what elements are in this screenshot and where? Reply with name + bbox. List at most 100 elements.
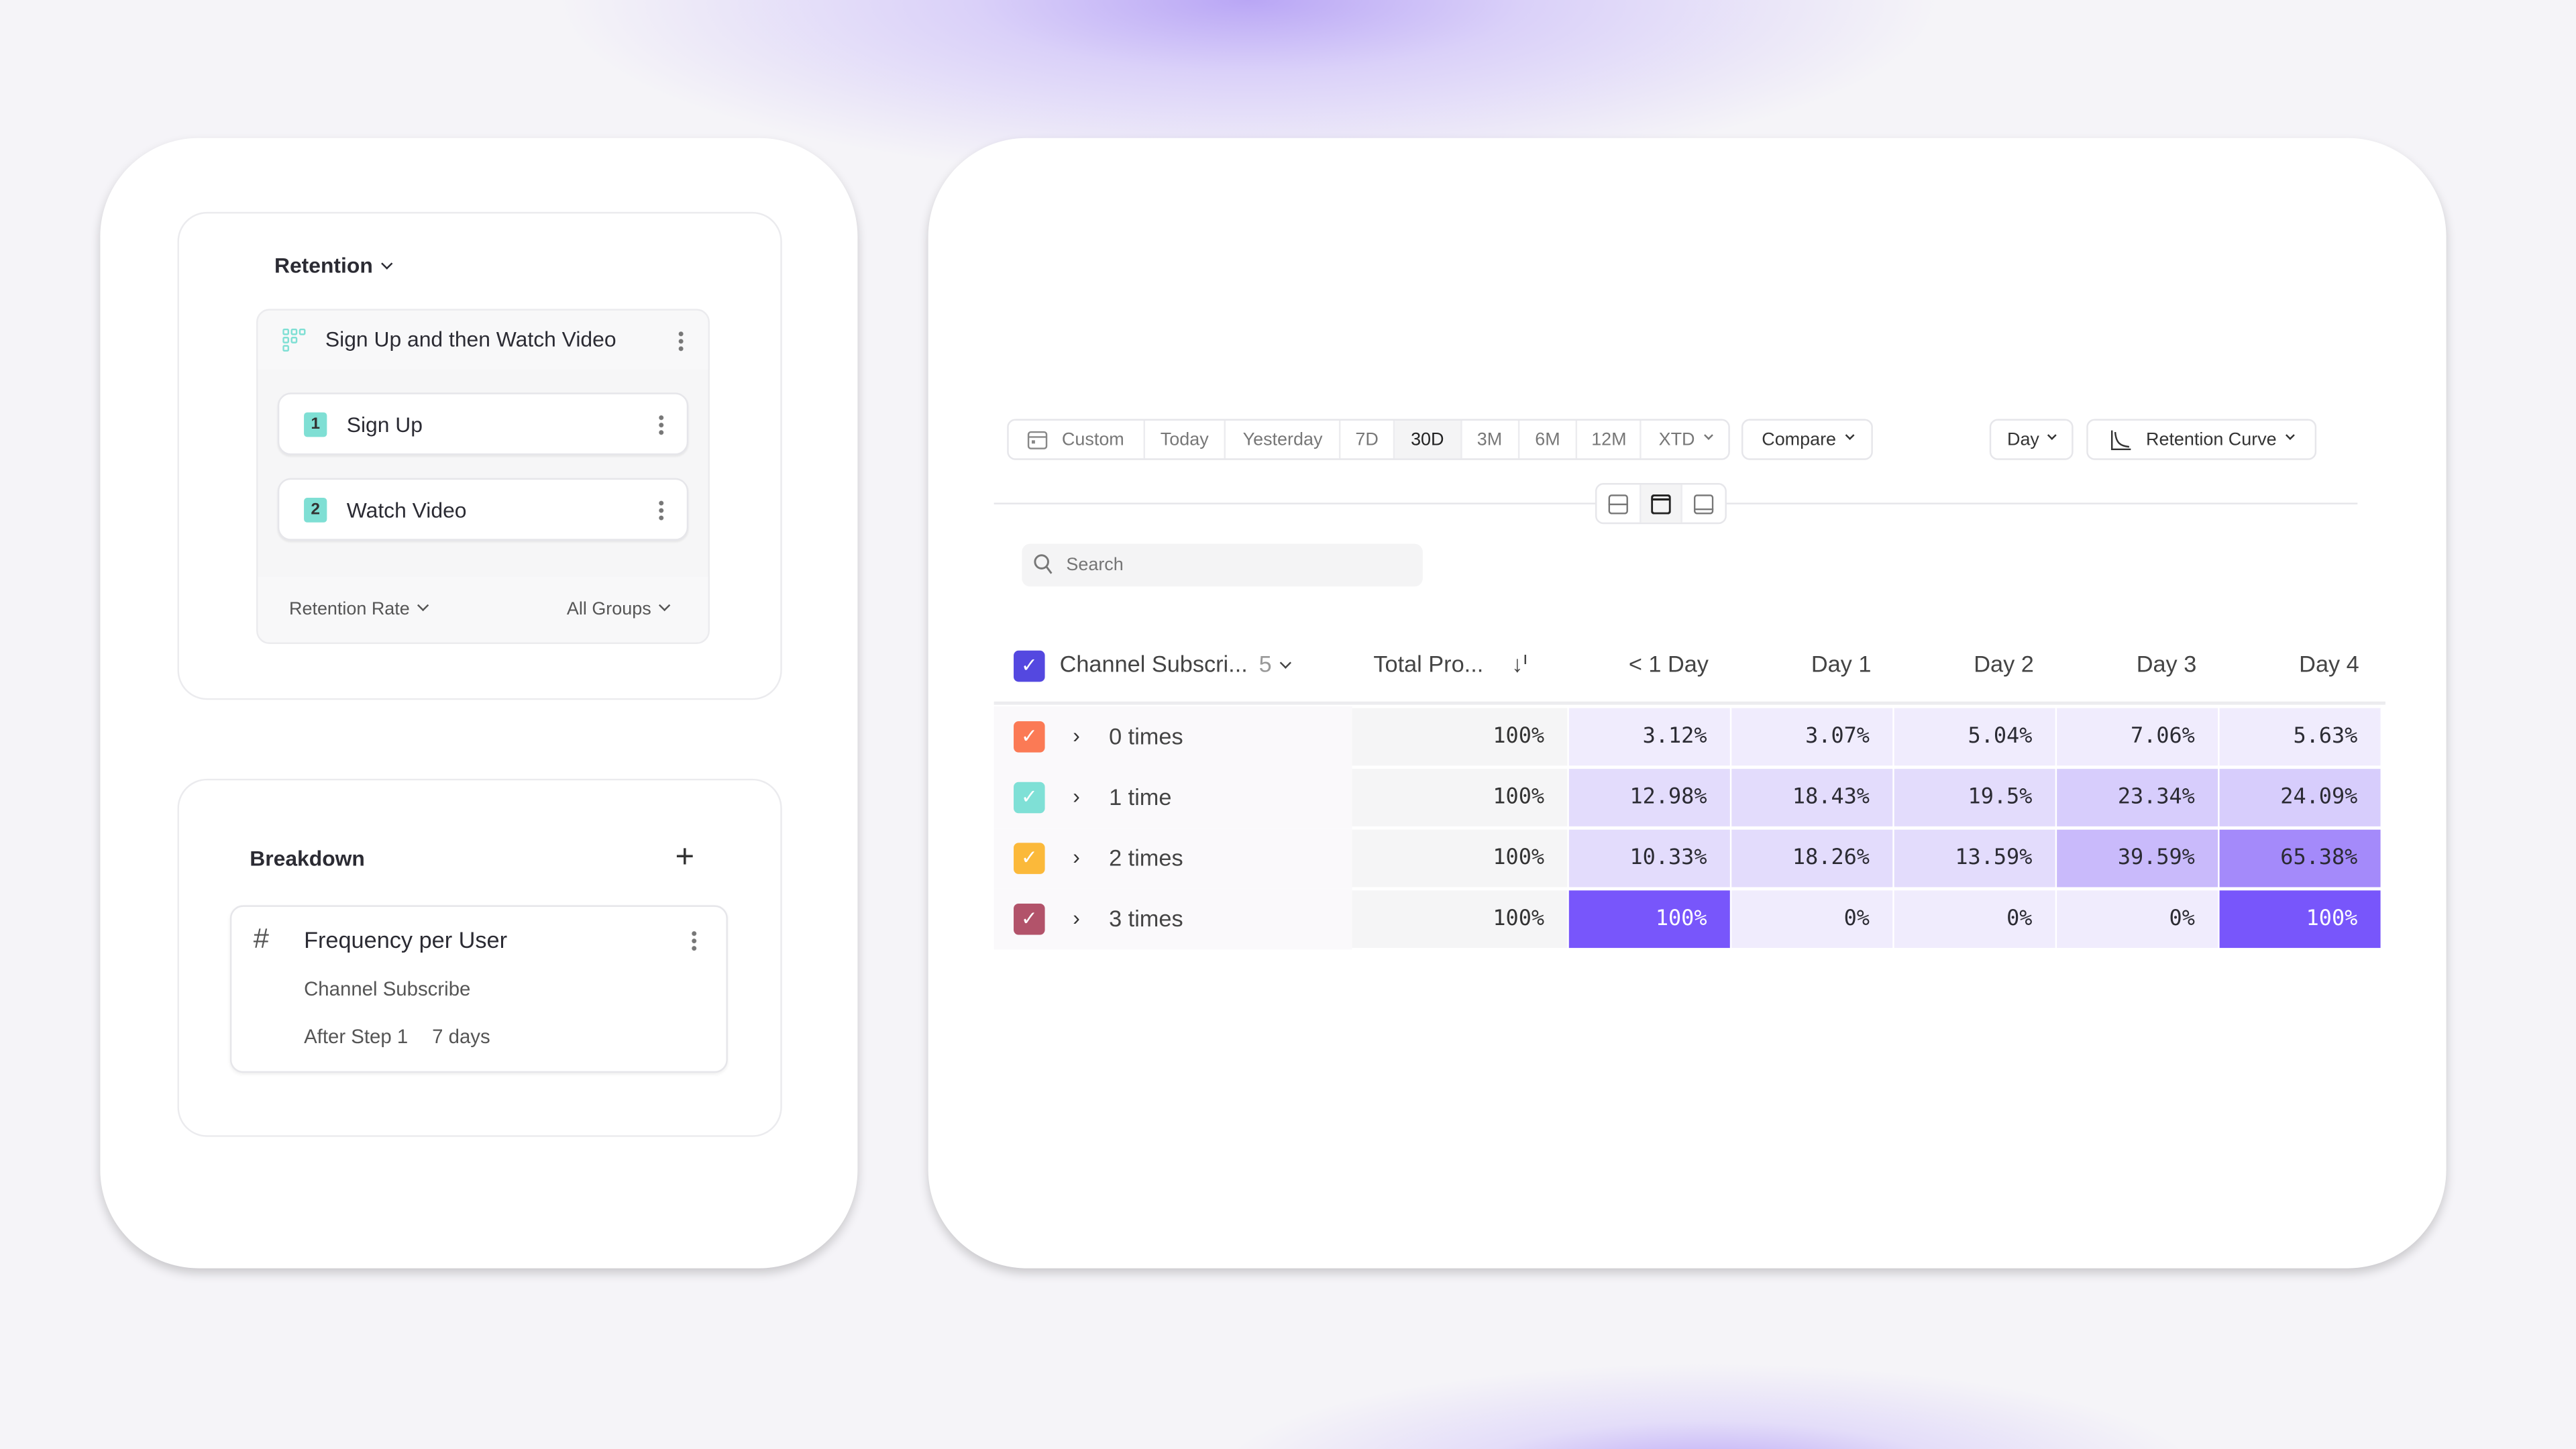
table-row: ✓ › 0 times 100% 3.12% 3.07% 5.04% 7.06% 5.63… [994, 706, 2385, 767]
range-custom[interactable]: Custom [1009, 420, 1145, 459]
compare-button[interactable]: Compare [1741, 419, 1873, 460]
step-watch-video[interactable]: 2 Watch Video [277, 478, 689, 541]
breakdown-item-card[interactable] [229, 905, 728, 1073]
step-sign-up[interactable]: 1 Sign Up [277, 392, 689, 455]
retention-curve-icon [2111, 429, 2131, 449]
total-cell: 100% [1352, 769, 1568, 826]
retention-cell[interactable]: 23.34% [2057, 769, 2218, 826]
row-checkbox[interactable]: ✓ [1014, 782, 1045, 814]
table-row: ✓ › 1 time 100% 12.98% 18.43% 19.5% 23.34% 24… [994, 767, 2385, 828]
day-column-header[interactable]: Day 1 [1811, 650, 1872, 677]
retention-cell[interactable]: 7.06% [2057, 708, 2218, 766]
retention-cell[interactable]: 0% [1894, 890, 2055, 949]
retention-cell[interactable]: 10.33% [1568, 829, 1730, 888]
step-number-badge: 2 [304, 498, 327, 523]
row-label-bg [994, 888, 1352, 950]
day-column-header[interactable]: Day 2 [1974, 650, 2034, 677]
retention-cell[interactable]: 65.38% [2219, 829, 2381, 888]
retention-cell[interactable]: 0% [1731, 890, 1893, 949]
range-yesterday[interactable]: Yesterday [1226, 420, 1341, 459]
metric-title[interactable]: Sign Up and then Watch Video [325, 327, 616, 352]
metric-more-icon[interactable] [678, 330, 684, 352]
range-3m[interactable]: 3M [1462, 420, 1519, 459]
retention-cell[interactable]: 0% [2057, 890, 2218, 949]
retention-cell[interactable]: 5.63% [2219, 708, 2381, 766]
row-label-bg [994, 767, 1352, 828]
table-view-icon [1651, 493, 1671, 514]
chevron-down-icon [417, 599, 430, 612]
total-cell: 100% [1352, 829, 1568, 888]
interval-dropdown[interactable]: Day [1989, 419, 2074, 460]
range-7d[interactable]: 7D [1341, 420, 1395, 459]
retention-cell[interactable]: 39.59% [2057, 829, 2218, 888]
row-label-bg [994, 828, 1352, 889]
breakdown-window[interactable]: 7 days [432, 1025, 490, 1049]
add-breakdown-icon[interactable]: + [675, 839, 695, 876]
range-6m[interactable]: 6M [1519, 420, 1578, 459]
step-label: Sign Up [346, 412, 423, 437]
retention-cell[interactable]: 18.26% [1731, 829, 1893, 888]
retention-cell[interactable]: 18.43% [1731, 769, 1893, 826]
retention-cell[interactable]: 5.04% [1894, 708, 2055, 766]
retention-cell[interactable]: 24.09% [2219, 769, 2381, 826]
row-checkbox[interactable]: ✓ [1014, 721, 1045, 753]
expand-row-icon[interactable]: › [1073, 784, 1080, 808]
row-checkbox[interactable]: ✓ [1014, 903, 1045, 935]
row-label: 3 times [1109, 905, 1183, 932]
total-column-header[interactable]: Total Pro... [1373, 650, 1484, 677]
breakdown-event: Channel Subscribe [304, 977, 471, 1001]
chevron-down-icon [2285, 429, 2295, 439]
sort-icon[interactable]: ↓ᑊ [1511, 650, 1527, 677]
day-column-header[interactable]: Day 4 [2299, 650, 2359, 677]
step-more-icon[interactable] [659, 499, 664, 521]
chevron-down-icon [1279, 657, 1292, 669]
range-xtd[interactable]: XTD [1642, 421, 1728, 458]
analysis-type-dropdown[interactable]: Retention [274, 253, 393, 278]
select-all-checkbox[interactable]: ✓ [1014, 650, 1045, 682]
measure-dropdown[interactable]: Retention Rate [289, 599, 430, 619]
date-range-selector: Custom Today Yesterday 7D 30D 3M 6M 12M … [1007, 419, 1730, 460]
search-input[interactable] [1066, 550, 1395, 580]
groups-label: All Groups [566, 599, 651, 620]
breakdown-scope[interactable]: After Step 1 [304, 1025, 409, 1049]
chart-type-dropdown[interactable]: Retention Curve [2086, 419, 2317, 460]
breakdown-more-icon[interactable] [692, 930, 697, 951]
layout-split-button[interactable] [1597, 484, 1640, 522]
expand-row-icon[interactable]: › [1073, 844, 1080, 869]
table-row: ✓ › 3 times 100% 100% 0% 0% 0% 100% [994, 888, 2385, 950]
expand-row-icon[interactable]: › [1073, 722, 1080, 748]
hash-icon: # [253, 923, 269, 955]
layout-chart-button[interactable] [1682, 484, 1725, 522]
chevron-down-icon [380, 258, 393, 270]
retention-cell[interactable]: 12.98% [1568, 769, 1730, 826]
retention-cell[interactable]: 100% [1568, 890, 1730, 949]
breakdown-title: Breakdown [250, 846, 365, 871]
split-view-icon [1608, 493, 1629, 514]
layout-table-button[interactable] [1640, 484, 1682, 523]
groups-dropdown[interactable]: All Groups [566, 599, 672, 620]
chevron-down-icon [659, 599, 672, 612]
retention-cell[interactable]: 13.59% [1894, 829, 2055, 888]
retention-cell[interactable]: 3.07% [1731, 708, 1893, 766]
group-column-header[interactable]: Channel Subscri... 5 [1060, 651, 1292, 677]
row-checkbox[interactable]: ✓ [1014, 843, 1045, 874]
range-30d[interactable]: 30D [1395, 420, 1462, 459]
analysis-type-label: Retention [274, 253, 373, 278]
range-today[interactable]: Today [1144, 420, 1226, 459]
retention-cell[interactable]: 3.12% [1568, 708, 1730, 766]
step-more-icon[interactable] [659, 414, 664, 435]
retention-cell[interactable]: 19.5% [1894, 769, 2055, 826]
total-cell: 100% [1352, 708, 1568, 766]
breakdown-item-title: Frequency per User [304, 926, 508, 953]
retention-cell[interactable]: 100% [2219, 890, 2381, 949]
expand-row-icon[interactable]: › [1073, 905, 1080, 930]
day-column-header[interactable]: Day 3 [2136, 650, 2197, 677]
step-label: Watch Video [346, 498, 467, 523]
header-divider [994, 701, 2385, 705]
day-column-header[interactable]: < 1 Day [1628, 650, 1709, 677]
search-box[interactable] [1022, 543, 1423, 587]
range-12m[interactable]: 12M [1578, 420, 1642, 459]
layout-toggle [1595, 483, 1727, 525]
chevron-down-icon [1844, 429, 1854, 439]
step-number-badge: 1 [304, 412, 327, 437]
